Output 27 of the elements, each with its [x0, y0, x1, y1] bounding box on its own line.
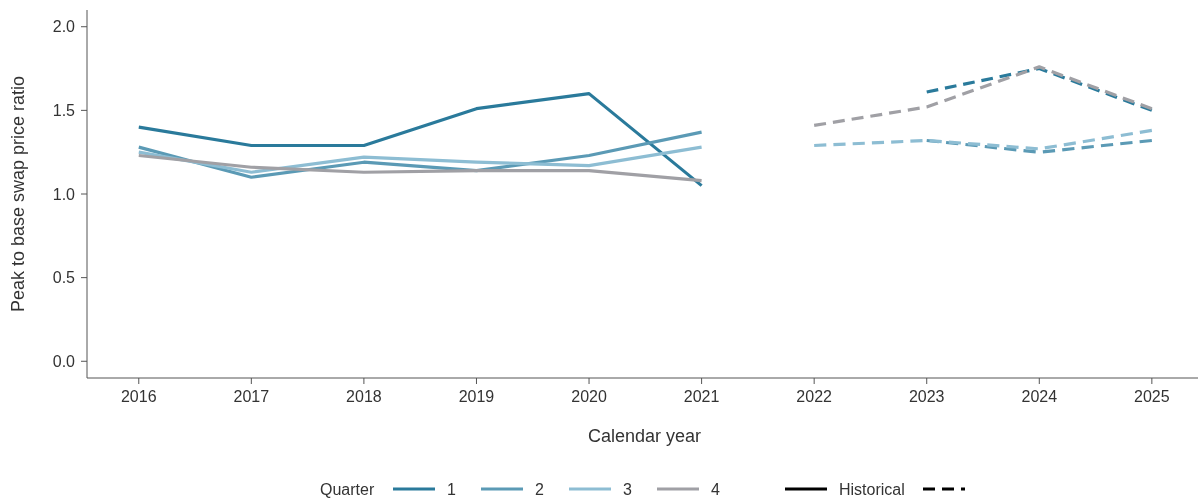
line-series: [137, 92, 704, 188]
line-series: [812, 65, 1154, 128]
legend-label: 1: [447, 480, 456, 498]
x-tick-label: 2021: [683, 388, 720, 405]
y-tick-label: 0.5: [52, 269, 76, 287]
x-tick-label: 2024: [1021, 388, 1058, 405]
legend-title: Quarter: [320, 480, 375, 498]
y-tick-label: 1.5: [52, 101, 76, 119]
legend-label: 3: [623, 480, 632, 498]
x-tick-label: 2016: [120, 388, 157, 405]
y-tick-label: 1.0: [52, 185, 76, 203]
x-tick-label: 2017: [233, 388, 270, 405]
legend-label: 4: [711, 480, 720, 498]
line-series: [812, 128, 1154, 151]
legend-label: 2: [535, 480, 544, 498]
x-axis-title: Calendar year: [587, 426, 702, 446]
y-axis-title: Peak to base swap price ratio: [8, 75, 28, 313]
text: Historical: [839, 480, 905, 498]
x-tick-label: 2025: [1134, 388, 1170, 405]
x-tick-label: 2023: [908, 388, 945, 405]
y-tick-label: 0.0: [52, 352, 76, 370]
x-tick-label: 2022: [796, 388, 833, 405]
x-tick-label: 2019: [458, 388, 495, 405]
line-series: [137, 153, 704, 183]
y-tick-label: 2.0: [52, 18, 76, 36]
x-tick-label: 2020: [571, 388, 607, 405]
x-tick-label: 2018: [346, 388, 382, 405]
